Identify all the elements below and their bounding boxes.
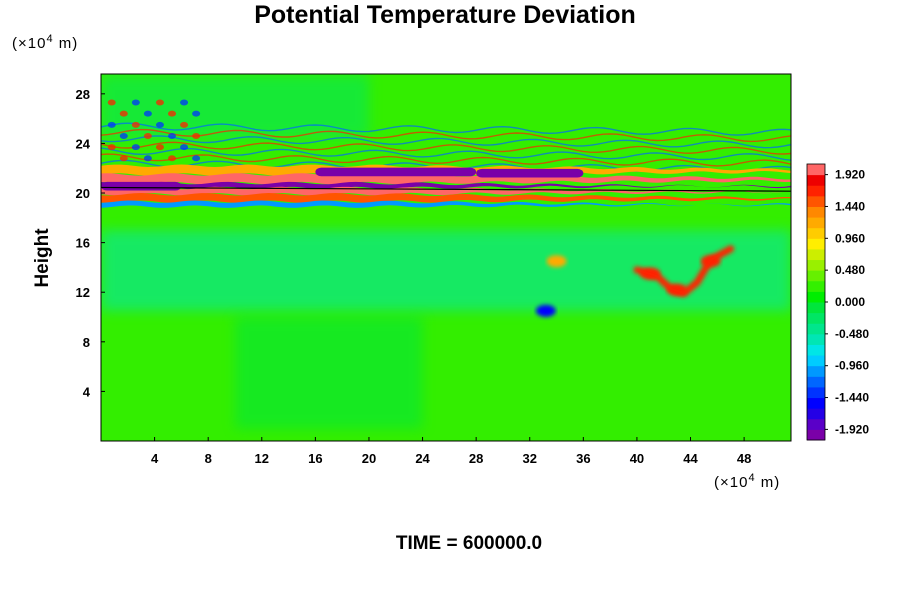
- x-tick-label: 32: [523, 451, 537, 466]
- colorbar-swatch: [807, 174, 825, 186]
- heatmap-plot-area: [101, 74, 791, 441]
- x-tick-label: 16: [308, 451, 322, 466]
- y-tick-label: 24: [76, 136, 91, 151]
- colorbar-ticks: 1.920 1.440 0.960 0.480 0.000 -0.480 -0.960 -1.…: [825, 168, 869, 436]
- x-axis-unit: (×104 m): [714, 472, 780, 491]
- colorbar-swatch: [807, 291, 825, 303]
- x-tick-label: 20: [362, 451, 376, 466]
- y-tick-label: 28: [76, 87, 90, 102]
- plot-frame: [100, 73, 792, 442]
- colorbar-swatch: [807, 206, 825, 218]
- x-tick-label: 24: [415, 451, 430, 466]
- colorbar-swatch: [807, 397, 825, 409]
- y-tick-label: 12: [76, 285, 90, 300]
- colorbar-swatch: [807, 302, 825, 314]
- x-tick-label: 4: [151, 451, 159, 466]
- colorbar-tick-label: -1.440: [835, 391, 869, 405]
- x-axis-ticks: 4 8 12 16 20 24 28 32 36 40 44 48: [151, 437, 751, 466]
- colorbar-swatch: [807, 227, 825, 239]
- y-tick-label: 4: [83, 384, 91, 399]
- colorbar-tick-label: 1.440: [835, 199, 865, 213]
- colorbar-swatch: [807, 386, 825, 399]
- colorbar-swatch: [807, 259, 825, 271]
- y-tick-label: 20: [76, 186, 90, 201]
- time-label: TIME = 600000.0: [396, 533, 542, 554]
- x-tick-label: 48: [737, 451, 751, 466]
- colorbar-swatch: [807, 333, 825, 345]
- colorbar-tick-label: 0.000: [835, 295, 865, 309]
- colorbar-swatch: [807, 248, 825, 261]
- colorbar-tick-label: -0.960: [835, 359, 869, 373]
- x-tick-label: 36: [576, 451, 590, 466]
- colorbar-swatch: [807, 270, 825, 282]
- colorbar-swatch: [807, 280, 825, 292]
- x-tick-label: 28: [469, 451, 483, 466]
- x-tick-label: 44: [683, 451, 698, 466]
- colorbar-swatch: [807, 429, 825, 441]
- colorbar-swatch: [807, 217, 825, 229]
- y-axis-ticks: 4 8 12 16 20 24 28: [76, 87, 105, 399]
- colorbar-tick-label: 0.480: [835, 263, 865, 277]
- y-tick-label: 16: [76, 236, 90, 251]
- colorbar-tick-label: 1.920: [835, 168, 865, 182]
- colorbar-swatch: [807, 418, 825, 430]
- colorbar-swatch: [807, 238, 825, 250]
- y-axis-label: Height: [32, 228, 53, 288]
- x-tick-label: 12: [255, 451, 269, 466]
- colorbar-swatch: [807, 195, 825, 207]
- y-tick-label: 8: [83, 335, 90, 350]
- heatmap-field: [101, 75, 791, 429]
- colorbar-tick-label: -0.480: [835, 327, 869, 341]
- x-tick-label: 40: [630, 451, 644, 466]
- colorbar-tick-label: 0.960: [835, 231, 865, 245]
- colorbar-swatch: [807, 344, 825, 356]
- y-axis-unit: (×104 m): [12, 33, 78, 52]
- colorbar-tick-label: -1.920: [835, 422, 869, 436]
- colorbar-swatch: [807, 185, 825, 197]
- chart-title: Potential Temperature Deviation: [254, 1, 636, 29]
- colorbar-swatch: [807, 376, 825, 388]
- colorbar-swatch: [807, 365, 825, 377]
- colorbar-swatch: [807, 323, 825, 335]
- colorbar: [806, 163, 826, 441]
- colorbar-swatch: [807, 164, 825, 176]
- colorbar-swatch: [807, 408, 825, 420]
- colorbar-swatch: [807, 312, 825, 324]
- x-tick-label: 8: [205, 451, 212, 466]
- colorbar-swatch: [807, 355, 825, 367]
